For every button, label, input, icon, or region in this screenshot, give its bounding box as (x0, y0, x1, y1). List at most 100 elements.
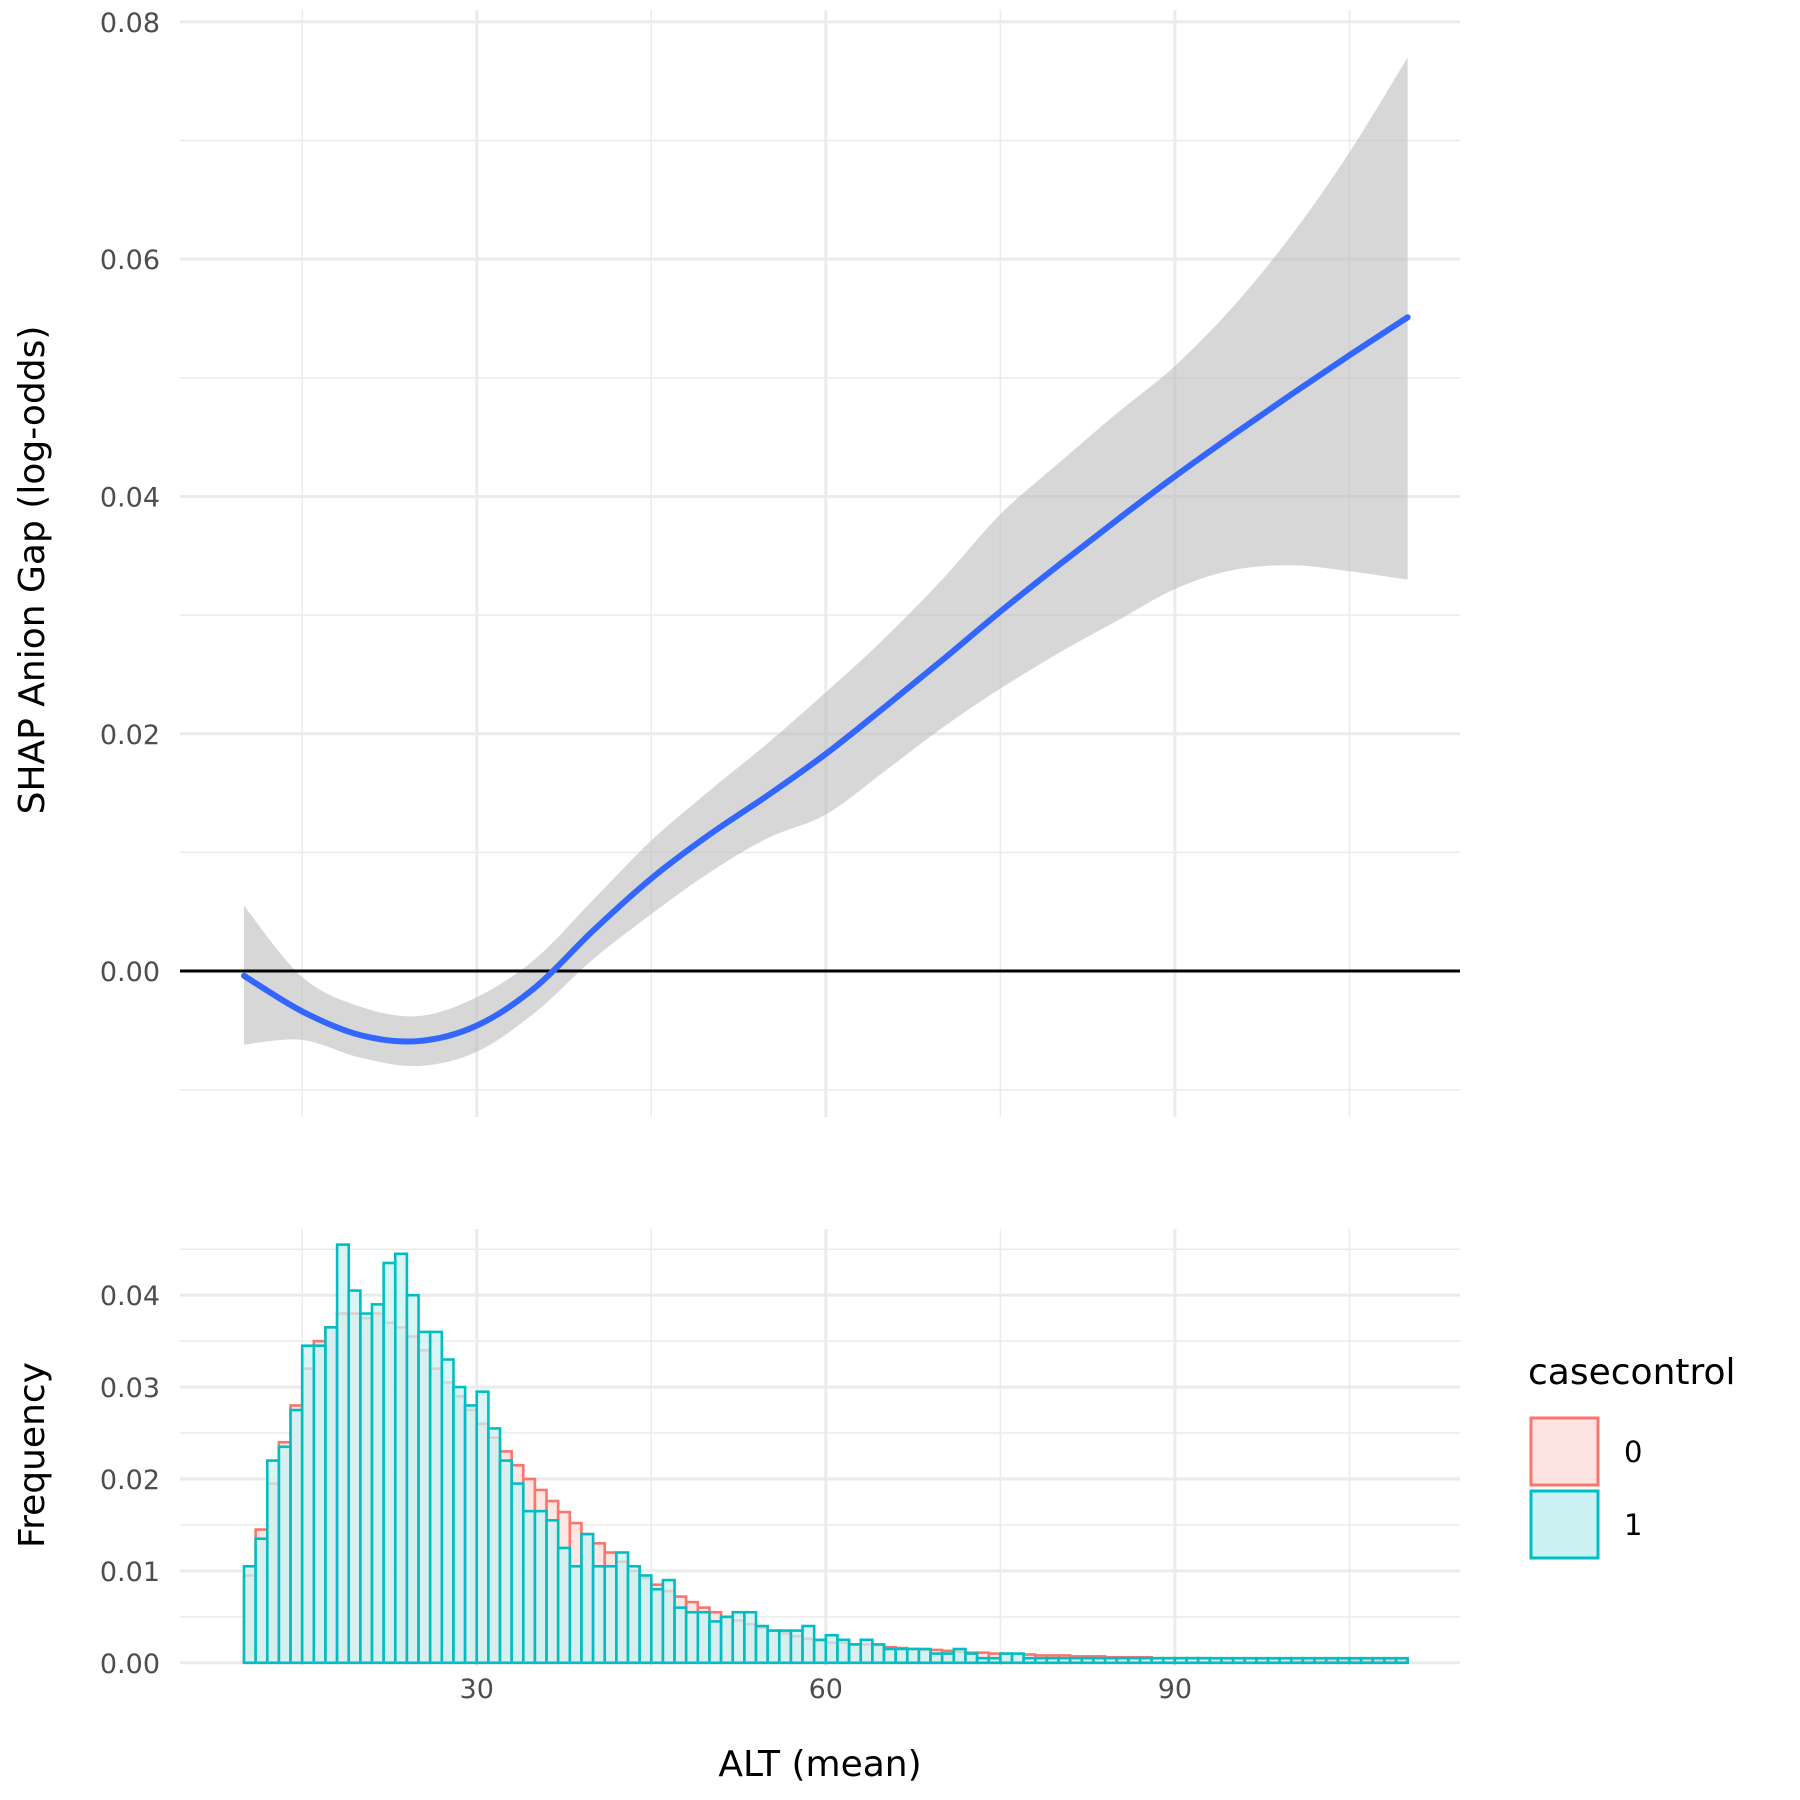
histogram-bar-series-1 (347, 1289, 362, 1665)
histogram-bar-series-1 (673, 1606, 688, 1665)
histogram-bar-series-1 (882, 1647, 897, 1665)
top-y-tick-label: 0.06 (100, 245, 160, 276)
histogram-bar-series-1 (498, 1459, 513, 1665)
histogram-bar-series-1 (521, 1509, 537, 1665)
histogram-bar-series-1 (1336, 1656, 1351, 1665)
histogram-bar-series-1 (754, 1624, 769, 1665)
histogram-bar-series-1 (1173, 1656, 1188, 1665)
histogram-bar-series-1 (1103, 1656, 1119, 1665)
histogram-bar-series-1 (859, 1638, 874, 1665)
histogram-bar-series-1 (905, 1647, 921, 1665)
histogram-bar-series-1 (289, 1408, 304, 1665)
histogram-bar-series-1 (661, 1578, 676, 1665)
histogram-bar-series-1 (615, 1551, 630, 1665)
histogram-bar-series-1 (1383, 1656, 1398, 1665)
histogram-bar-series-1 (254, 1537, 269, 1665)
histogram-bar-series-1 (1196, 1656, 1212, 1665)
histogram-bar-series-1 (952, 1647, 967, 1665)
histogram-bar-series-1 (1092, 1656, 1107, 1665)
x-tick-label: 90 (1158, 1674, 1192, 1705)
histogram-bar-series-1 (1022, 1656, 1037, 1665)
histogram-bar-series-1 (719, 1615, 735, 1665)
histogram-bar-series-1 (242, 1564, 257, 1665)
histogram-panel: 0.00 0.01 0.02 0.03 0.04 30 60 90 Frequency AL… (12, 1229, 1460, 1785)
histogram-series-1 (242, 1243, 1409, 1665)
histogram-bar-series-1 (1033, 1656, 1049, 1665)
histogram-bar-series-1 (1045, 1656, 1060, 1665)
histogram-bar-series-1 (940, 1652, 956, 1665)
top-y-tick-label: 0.02 (100, 720, 160, 751)
confidence-band (244, 57, 1408, 1067)
histogram-bar-series-1 (1185, 1656, 1200, 1665)
bottom-y-axis-title: Frequency (12, 1362, 53, 1548)
histogram-bar-series-1 (417, 1330, 432, 1665)
histogram-bar-series-1 (1255, 1656, 1270, 1665)
histogram-bar-series-1 (533, 1509, 548, 1665)
histogram-bar-series-1 (603, 1564, 618, 1665)
histogram-bar-series-1 (812, 1638, 828, 1665)
smooth-trend-line (241, 314, 1411, 1045)
histogram-bar-series-1 (1278, 1656, 1293, 1665)
histogram-bar-series-1 (568, 1564, 583, 1665)
histogram-bar-series-1 (1348, 1656, 1363, 1665)
histogram-bar-series-1 (359, 1312, 374, 1665)
x-tick-label: 30 (460, 1674, 494, 1705)
histogram-bar-series-1 (1394, 1656, 1409, 1665)
histogram-bar-series-1 (684, 1610, 700, 1665)
histogram-bar-series-1 (917, 1647, 932, 1665)
histogram-bar-series-1 (999, 1652, 1014, 1665)
bottom-y-tick-label: 0.01 (100, 1557, 160, 1588)
histogram-bar-series-1 (789, 1629, 804, 1665)
histogram-bar-series-1 (1127, 1656, 1142, 1665)
shap-dependence-panel: 0.00 0.02 0.04 0.06 0.08 SHAP Anion Gap (log… (12, 8, 1460, 1117)
histogram-bar-series-1 (370, 1303, 385, 1665)
histogram-bar-series-1 (556, 1546, 572, 1665)
histogram-bar-series-1 (580, 1532, 595, 1665)
legend-label-1: 1 (1624, 1508, 1642, 1542)
histogram-bar-series-1 (777, 1629, 793, 1665)
histogram-bar-series-1 (696, 1610, 711, 1665)
histogram-bar-series-1 (300, 1344, 316, 1665)
histogram-bar-series-1 (1266, 1656, 1281, 1665)
bottom-y-tick-label: 0.02 (100, 1465, 160, 1496)
histogram-bar-series-1 (766, 1629, 781, 1665)
histogram-bar-series-1 (1301, 1656, 1316, 1665)
histogram-bar-series-1 (1313, 1656, 1328, 1665)
histogram-bar-series-1 (871, 1643, 886, 1665)
bottom-y-tick-label: 0.04 (100, 1281, 160, 1312)
histogram-bar-series-1 (929, 1652, 944, 1665)
legend-title: casecontrol (1528, 1352, 1736, 1393)
bottom-y-tick-label: 0.00 (100, 1649, 160, 1680)
histogram-bar-series-1 (1068, 1656, 1084, 1665)
histogram-bar-series-1 (1231, 1656, 1247, 1665)
histogram-bar-series-1 (452, 1385, 467, 1665)
x-axis-title: ALT (mean) (718, 1744, 921, 1785)
histogram-bar-series-1 (964, 1652, 979, 1665)
histogram-bar-series-1 (847, 1643, 863, 1665)
x-tick-labels: 30 60 90 (460, 1674, 1193, 1705)
histogram-bar-series-1 (428, 1330, 444, 1665)
legend: casecontrol 0 1 (1528, 1352, 1736, 1560)
top-y-axis-title: SHAP Anion Gap (log-odds) (12, 326, 53, 815)
histogram-bar-series-1 (335, 1243, 351, 1665)
histogram-bar-series-1 (894, 1647, 909, 1665)
histogram-bar-series-1 (987, 1656, 1002, 1665)
top-y-tick-label: 0.00 (100, 957, 160, 988)
top-y-tick-labels: 0.00 0.02 0.04 0.06 0.08 (100, 8, 160, 988)
histogram-bar-series-1 (1150, 1656, 1165, 1665)
histogram-bar-series-1 (475, 1390, 490, 1665)
histogram-bar-series-1 (487, 1427, 502, 1665)
histogram-bar-series-1 (1138, 1656, 1153, 1665)
histogram-bar-series-1 (1289, 1656, 1305, 1665)
histogram-bar-series-1 (1057, 1656, 1072, 1665)
histogram-bar-series-1 (801, 1624, 816, 1665)
histogram-bar-series-1 (1243, 1656, 1258, 1665)
histogram-bar-series-1 (545, 1519, 560, 1665)
histogram-bar-series-1 (638, 1574, 653, 1665)
histogram-bar-series-1 (1115, 1656, 1130, 1665)
bottom-y-tick-labels: 0.00 0.01 0.02 0.03 0.04 (100, 1281, 160, 1680)
histogram-bar-series-1 (1371, 1656, 1386, 1665)
histogram-bar-series-1 (312, 1344, 327, 1665)
histogram-bar-series-1 (591, 1564, 607, 1665)
